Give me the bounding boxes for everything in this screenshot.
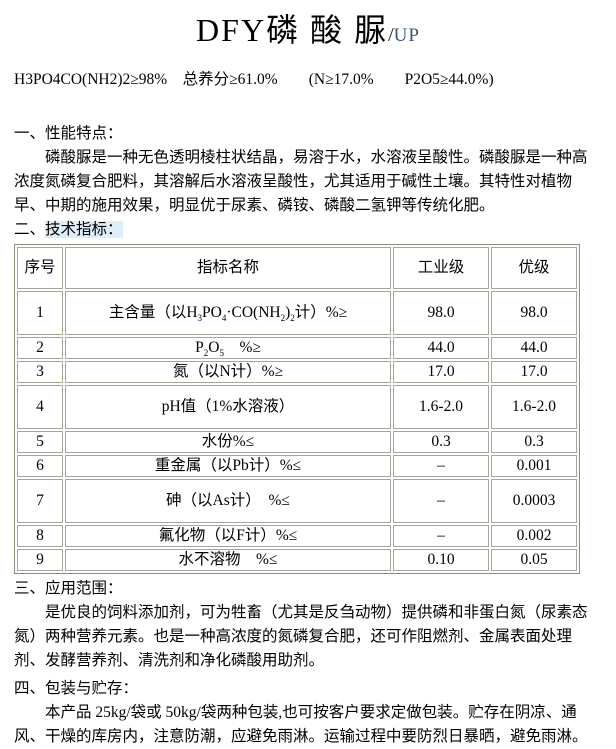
- table-row: 1 主含量（以H3PO4·CO(NH2)2计）%≥ 98.0 98.0: [17, 291, 577, 335]
- cell-no: 9: [17, 549, 63, 571]
- spec-table: 序号 指标名称 工业级 优级 1 主含量（以H3PO4·CO(NH2)2计）%≥ 9…: [14, 244, 580, 574]
- section1-paragraph: 磷酸脲是一种无色透明棱柱状结晶，易溶于水，水溶液呈酸性。磷酸脲是一种高浓度氮磷复…: [14, 149, 588, 214]
- spec-summary-line: H3PO4CO(NH2)2≥98% 总养分≥61.0% (N≥17.0% P2O…: [14, 71, 494, 88]
- cell-indicator-name: 氮（以N计）%≥: [65, 361, 391, 383]
- cell-premium-grade: 0.3: [491, 431, 577, 453]
- cell-indicator-name: P2O5 %≥: [65, 337, 391, 359]
- page-title-main: DFY磷 酸 脲: [196, 12, 389, 48]
- spec-table-body: 序号 指标名称 工业级 优级 1 主含量（以H3PO4·CO(NH2)2计）%≥ 9…: [17, 247, 577, 571]
- section3-paragraph: 是优良的饲料添加剂，可为牲畜（尤其是反刍动物）提供磷和非蛋白氮（尿素态氮）两种营…: [14, 604, 588, 669]
- col-header-industrial: 工业级: [393, 247, 489, 289]
- table-row: 6 重金属（以Pb计）%≤ –0.001: [17, 455, 577, 477]
- cell-industrial-grade: –: [393, 455, 489, 477]
- section2-heading: 二、技术指标：: [14, 218, 602, 242]
- cell-industrial-grade: 98.0: [393, 291, 489, 335]
- table-header-row: 序号 指标名称 工业级 优级: [17, 247, 577, 289]
- cell-premium-grade: 17.0: [491, 361, 577, 383]
- table-row: 3 氮（以N计）%≥ 17.0 17.0: [17, 361, 577, 383]
- cell-no: 4: [17, 385, 63, 429]
- cell-no: 3: [17, 361, 63, 383]
- cell-indicator-name: pH值（1%水溶液）: [65, 385, 391, 429]
- section4-paragraph: 本产品 25kg/袋或 50kg/袋两种包装,也可按客户要求定做包装。贮存在阴凉…: [14, 704, 588, 745]
- cell-premium-grade: 0.001: [491, 455, 577, 477]
- cell-no: 7: [17, 479, 63, 523]
- section2-heading-prefix: 二、: [14, 221, 46, 238]
- cell-industrial-grade: 44.0: [393, 337, 489, 359]
- cell-no: 5: [17, 431, 63, 453]
- cell-premium-grade: 44.0: [491, 337, 577, 359]
- cell-no: 1: [17, 291, 63, 335]
- cell-premium-grade: 1.6-2.0: [491, 385, 577, 429]
- cell-industrial-grade: 0.10: [393, 549, 489, 571]
- cell-no: 6: [17, 455, 63, 477]
- table-row: 2 P2O5 %≥ 44.0 44.0: [17, 337, 577, 359]
- col-header-premium: 优级: [491, 247, 577, 289]
- cell-premium-grade: 0.0003: [491, 479, 577, 523]
- cell-industrial-grade: –: [393, 525, 489, 547]
- cell-industrial-grade: 17.0: [393, 361, 489, 383]
- cell-premium-grade: 98.0: [491, 291, 577, 335]
- cell-industrial-grade: 1.6-2.0: [393, 385, 489, 429]
- cell-indicator-name: 主含量（以H3PO4·CO(NH2)2计）%≥: [65, 291, 391, 335]
- col-header-name: 指标名称: [65, 247, 391, 289]
- section3-heading: 三、应用范围：: [14, 580, 123, 597]
- table-row: 7 砷（以As计） %≤ –0.0003: [17, 479, 577, 523]
- cell-indicator-name: 水不溶物 %≤: [65, 549, 391, 571]
- cell-premium-grade: 0.002: [491, 525, 577, 547]
- table-row: 5 水份%≤ 0.3 0.3: [17, 431, 577, 453]
- cell-premium-grade: 0.05: [491, 549, 577, 571]
- cell-industrial-grade: 0.3: [393, 431, 489, 453]
- section1-heading: 一、性能特点：: [14, 125, 123, 142]
- cell-indicator-name: 重金属（以Pb计）%≤: [65, 455, 391, 477]
- page-title-suffix: UP: [393, 25, 420, 46]
- table-row: 9 水不溶物 %≤ 0.10 0.05: [17, 549, 577, 571]
- section2-heading-text: 技术指标：: [45, 221, 123, 238]
- cell-industrial-grade: –: [393, 479, 489, 523]
- col-header-no: 序号: [17, 247, 63, 289]
- table-row: 8 氟化物（以F计）%≤ –0.002: [17, 525, 577, 547]
- page-title: DFY磷 酸 脲/UP: [14, 8, 602, 52]
- cell-no: 8: [17, 525, 63, 547]
- page-title-slash: /: [388, 24, 394, 46]
- section4-heading: 四、包装与贮存：: [14, 680, 139, 697]
- table-row: 4 pH值（1%水溶液） 1.6-2.0 1.6-2.0: [17, 385, 577, 429]
- cell-no: 2: [17, 337, 63, 359]
- cell-indicator-name: 砷（以As计） %≤: [65, 479, 391, 523]
- cell-indicator-name: 水份%≤: [65, 431, 391, 453]
- cell-indicator-name: 氟化物（以F计）%≤: [65, 525, 391, 547]
